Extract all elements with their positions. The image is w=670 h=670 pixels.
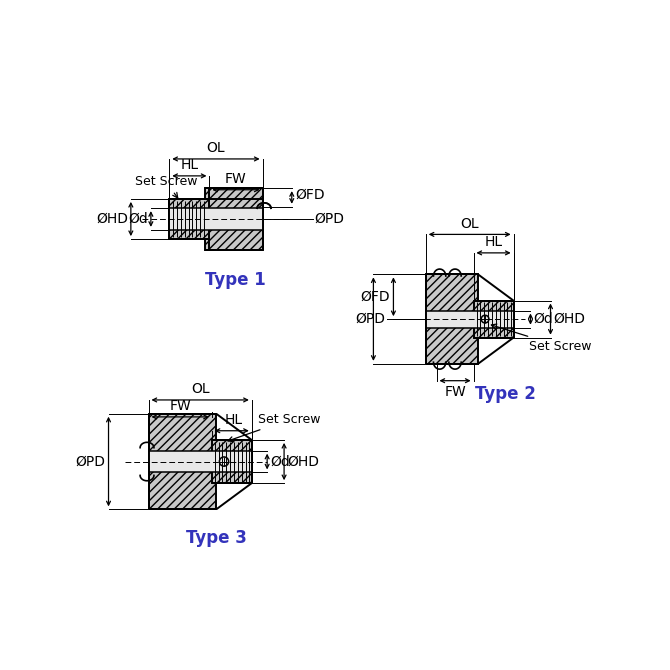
Text: Set Screw: Set Screw bbox=[491, 324, 592, 353]
Text: Ød: Ød bbox=[129, 212, 149, 226]
Polygon shape bbox=[474, 301, 513, 338]
Polygon shape bbox=[170, 208, 263, 230]
Text: Type 1: Type 1 bbox=[205, 271, 266, 289]
Text: ØPD: ØPD bbox=[314, 212, 344, 226]
Text: ØPD: ØPD bbox=[356, 312, 386, 326]
Text: ØFD: ØFD bbox=[295, 188, 324, 202]
Polygon shape bbox=[149, 414, 216, 509]
Text: ØPD: ØPD bbox=[76, 454, 105, 468]
Text: FW: FW bbox=[225, 172, 247, 186]
Text: Type 3: Type 3 bbox=[186, 529, 247, 547]
Text: OL: OL bbox=[191, 382, 210, 396]
Text: OL: OL bbox=[460, 216, 479, 230]
Polygon shape bbox=[170, 199, 210, 239]
Text: HL: HL bbox=[224, 413, 243, 427]
Text: ØHD: ØHD bbox=[287, 454, 319, 468]
Text: Type 2: Type 2 bbox=[474, 385, 535, 403]
Polygon shape bbox=[205, 188, 263, 250]
Polygon shape bbox=[212, 440, 252, 483]
Text: ØHD: ØHD bbox=[553, 312, 586, 326]
Text: Set Screw: Set Screw bbox=[228, 413, 320, 442]
Text: ØFD: ØFD bbox=[360, 289, 391, 304]
Text: FW: FW bbox=[170, 399, 191, 413]
Text: Ød: Ød bbox=[533, 312, 553, 326]
Text: Ød: Ød bbox=[270, 454, 290, 468]
Polygon shape bbox=[149, 451, 252, 472]
Text: HL: HL bbox=[180, 158, 198, 172]
Text: Set Screw: Set Screw bbox=[135, 175, 197, 198]
Text: OL: OL bbox=[206, 141, 225, 155]
Polygon shape bbox=[425, 311, 513, 328]
Text: ØHD: ØHD bbox=[96, 212, 129, 226]
Text: FW: FW bbox=[444, 385, 466, 399]
Polygon shape bbox=[425, 275, 478, 364]
Text: HL: HL bbox=[484, 235, 502, 249]
